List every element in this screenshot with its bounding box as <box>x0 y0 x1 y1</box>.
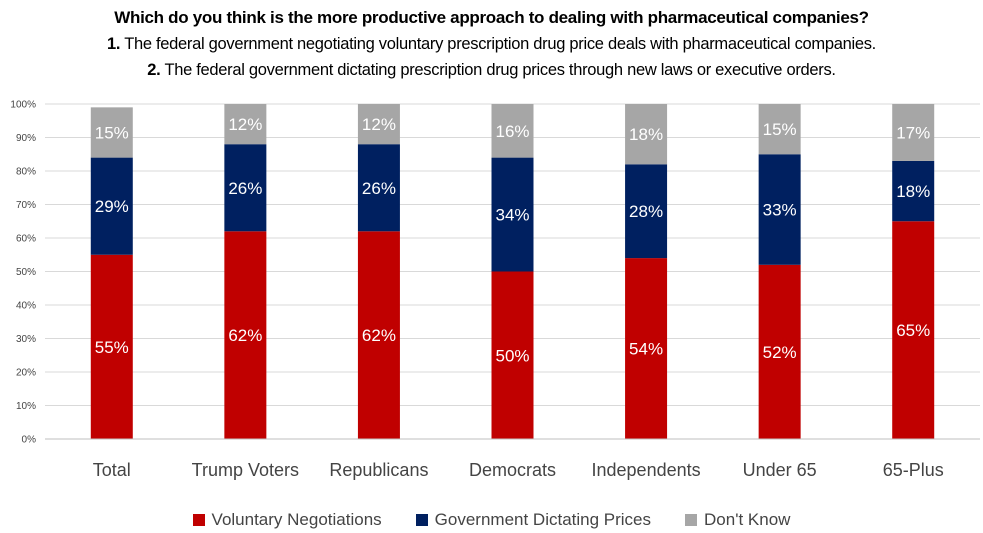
bar-segment <box>224 231 267 439</box>
data-label: 16% <box>495 122 529 141</box>
data-label: 26% <box>228 179 262 198</box>
bar-segment <box>758 104 801 155</box>
data-label: 28% <box>629 202 663 221</box>
bar-segment <box>90 157 133 255</box>
stacked-bar-chart: 0% 10% 20% 30% 40% 50% 60% 70% 80% 90% 100% 55% 29% 1… <box>10 100 980 480</box>
data-label: 15% <box>95 123 129 142</box>
legend-label: Don't Know <box>704 510 791 529</box>
chart-legend: Voluntary Negotiations Government Dictati… <box>0 510 983 530</box>
data-label: 62% <box>362 326 396 345</box>
y-tick-label: 60% <box>16 234 36 245</box>
legend-label: Government Dictating Prices <box>434 510 652 529</box>
y-tick-label: 50% <box>16 267 36 278</box>
y-tick-label: 80% <box>16 167 36 178</box>
bar-segment <box>625 164 668 259</box>
x-tick-label: Republicans <box>329 460 428 480</box>
legend-swatch <box>685 514 698 526</box>
legend-item: Don't Know <box>685 510 790 530</box>
legend-item: Government Dictating Prices <box>415 510 652 530</box>
bar-segment <box>357 104 400 145</box>
bar-segment <box>90 254 133 439</box>
x-tick-label: Trump Voters <box>192 460 299 480</box>
x-tick-label: Total <box>93 460 131 480</box>
bar-segment <box>625 104 668 165</box>
bar-segment <box>625 258 668 439</box>
y-tick-label: 100% <box>10 100 36 111</box>
bar-segment <box>758 154 801 265</box>
data-label: 34% <box>495 206 529 225</box>
data-label: 26% <box>362 179 396 198</box>
legend-swatch <box>415 514 428 526</box>
x-tick-label: Democrats <box>469 460 556 480</box>
y-tick-label: 70% <box>16 200 36 211</box>
x-tick-label: Independents <box>592 460 701 480</box>
data-label: 12% <box>228 115 262 134</box>
y-tick-label: 40% <box>16 301 36 312</box>
data-label: 54% <box>629 340 663 359</box>
y-tick-label: 30% <box>16 334 36 345</box>
bar-segment <box>224 144 267 232</box>
bar-segment <box>224 104 267 145</box>
option-1-number: 1. <box>107 35 121 53</box>
data-label: 18% <box>896 182 930 201</box>
bar-segment <box>491 104 534 158</box>
data-label: 15% <box>763 120 797 139</box>
legend-item: Voluntary Negotiations <box>192 510 382 530</box>
data-label: 12% <box>362 115 396 134</box>
option-2-text: The federal government dictating prescri… <box>160 61 836 79</box>
y-tick-label: 20% <box>16 368 36 379</box>
option-2-number: 2. <box>147 61 161 79</box>
bar-segment <box>491 157 534 272</box>
bar-segment <box>491 271 534 439</box>
bar-segment <box>892 221 935 439</box>
data-label: 52% <box>763 343 797 362</box>
bar-segment <box>892 104 935 161</box>
bar-segment <box>357 144 400 232</box>
option-1-text: The federal government negotiating volun… <box>120 35 876 53</box>
data-label: 29% <box>95 197 129 216</box>
x-tick-label: 65-Plus <box>883 460 944 480</box>
y-tick-label: 0% <box>22 435 37 446</box>
chart-title: Which do you think is the more productiv… <box>114 8 869 27</box>
bar-segment <box>357 231 400 439</box>
data-label: 33% <box>763 201 797 220</box>
y-tick-label: 90% <box>16 133 36 144</box>
data-label: 55% <box>95 338 129 357</box>
y-tick-label: 10% <box>16 401 36 412</box>
bar-segment <box>90 107 133 158</box>
bar-segment <box>892 160 935 222</box>
x-tick-label: Under 65 <box>743 460 817 480</box>
data-label: 62% <box>228 326 262 345</box>
legend-label: Voluntary Negotiations <box>211 510 382 529</box>
data-label: 17% <box>896 123 930 142</box>
chart-subtitle-option-2: 2. The federal government dictating pres… <box>0 61 983 80</box>
data-label: 50% <box>495 346 529 365</box>
bar-segment <box>758 264 801 439</box>
chart-subtitle-option-1: 1. The federal government negotiating vo… <box>0 35 983 54</box>
data-label: 65% <box>896 321 930 340</box>
data-label: 18% <box>629 125 663 144</box>
legend-swatch <box>192 514 205 526</box>
